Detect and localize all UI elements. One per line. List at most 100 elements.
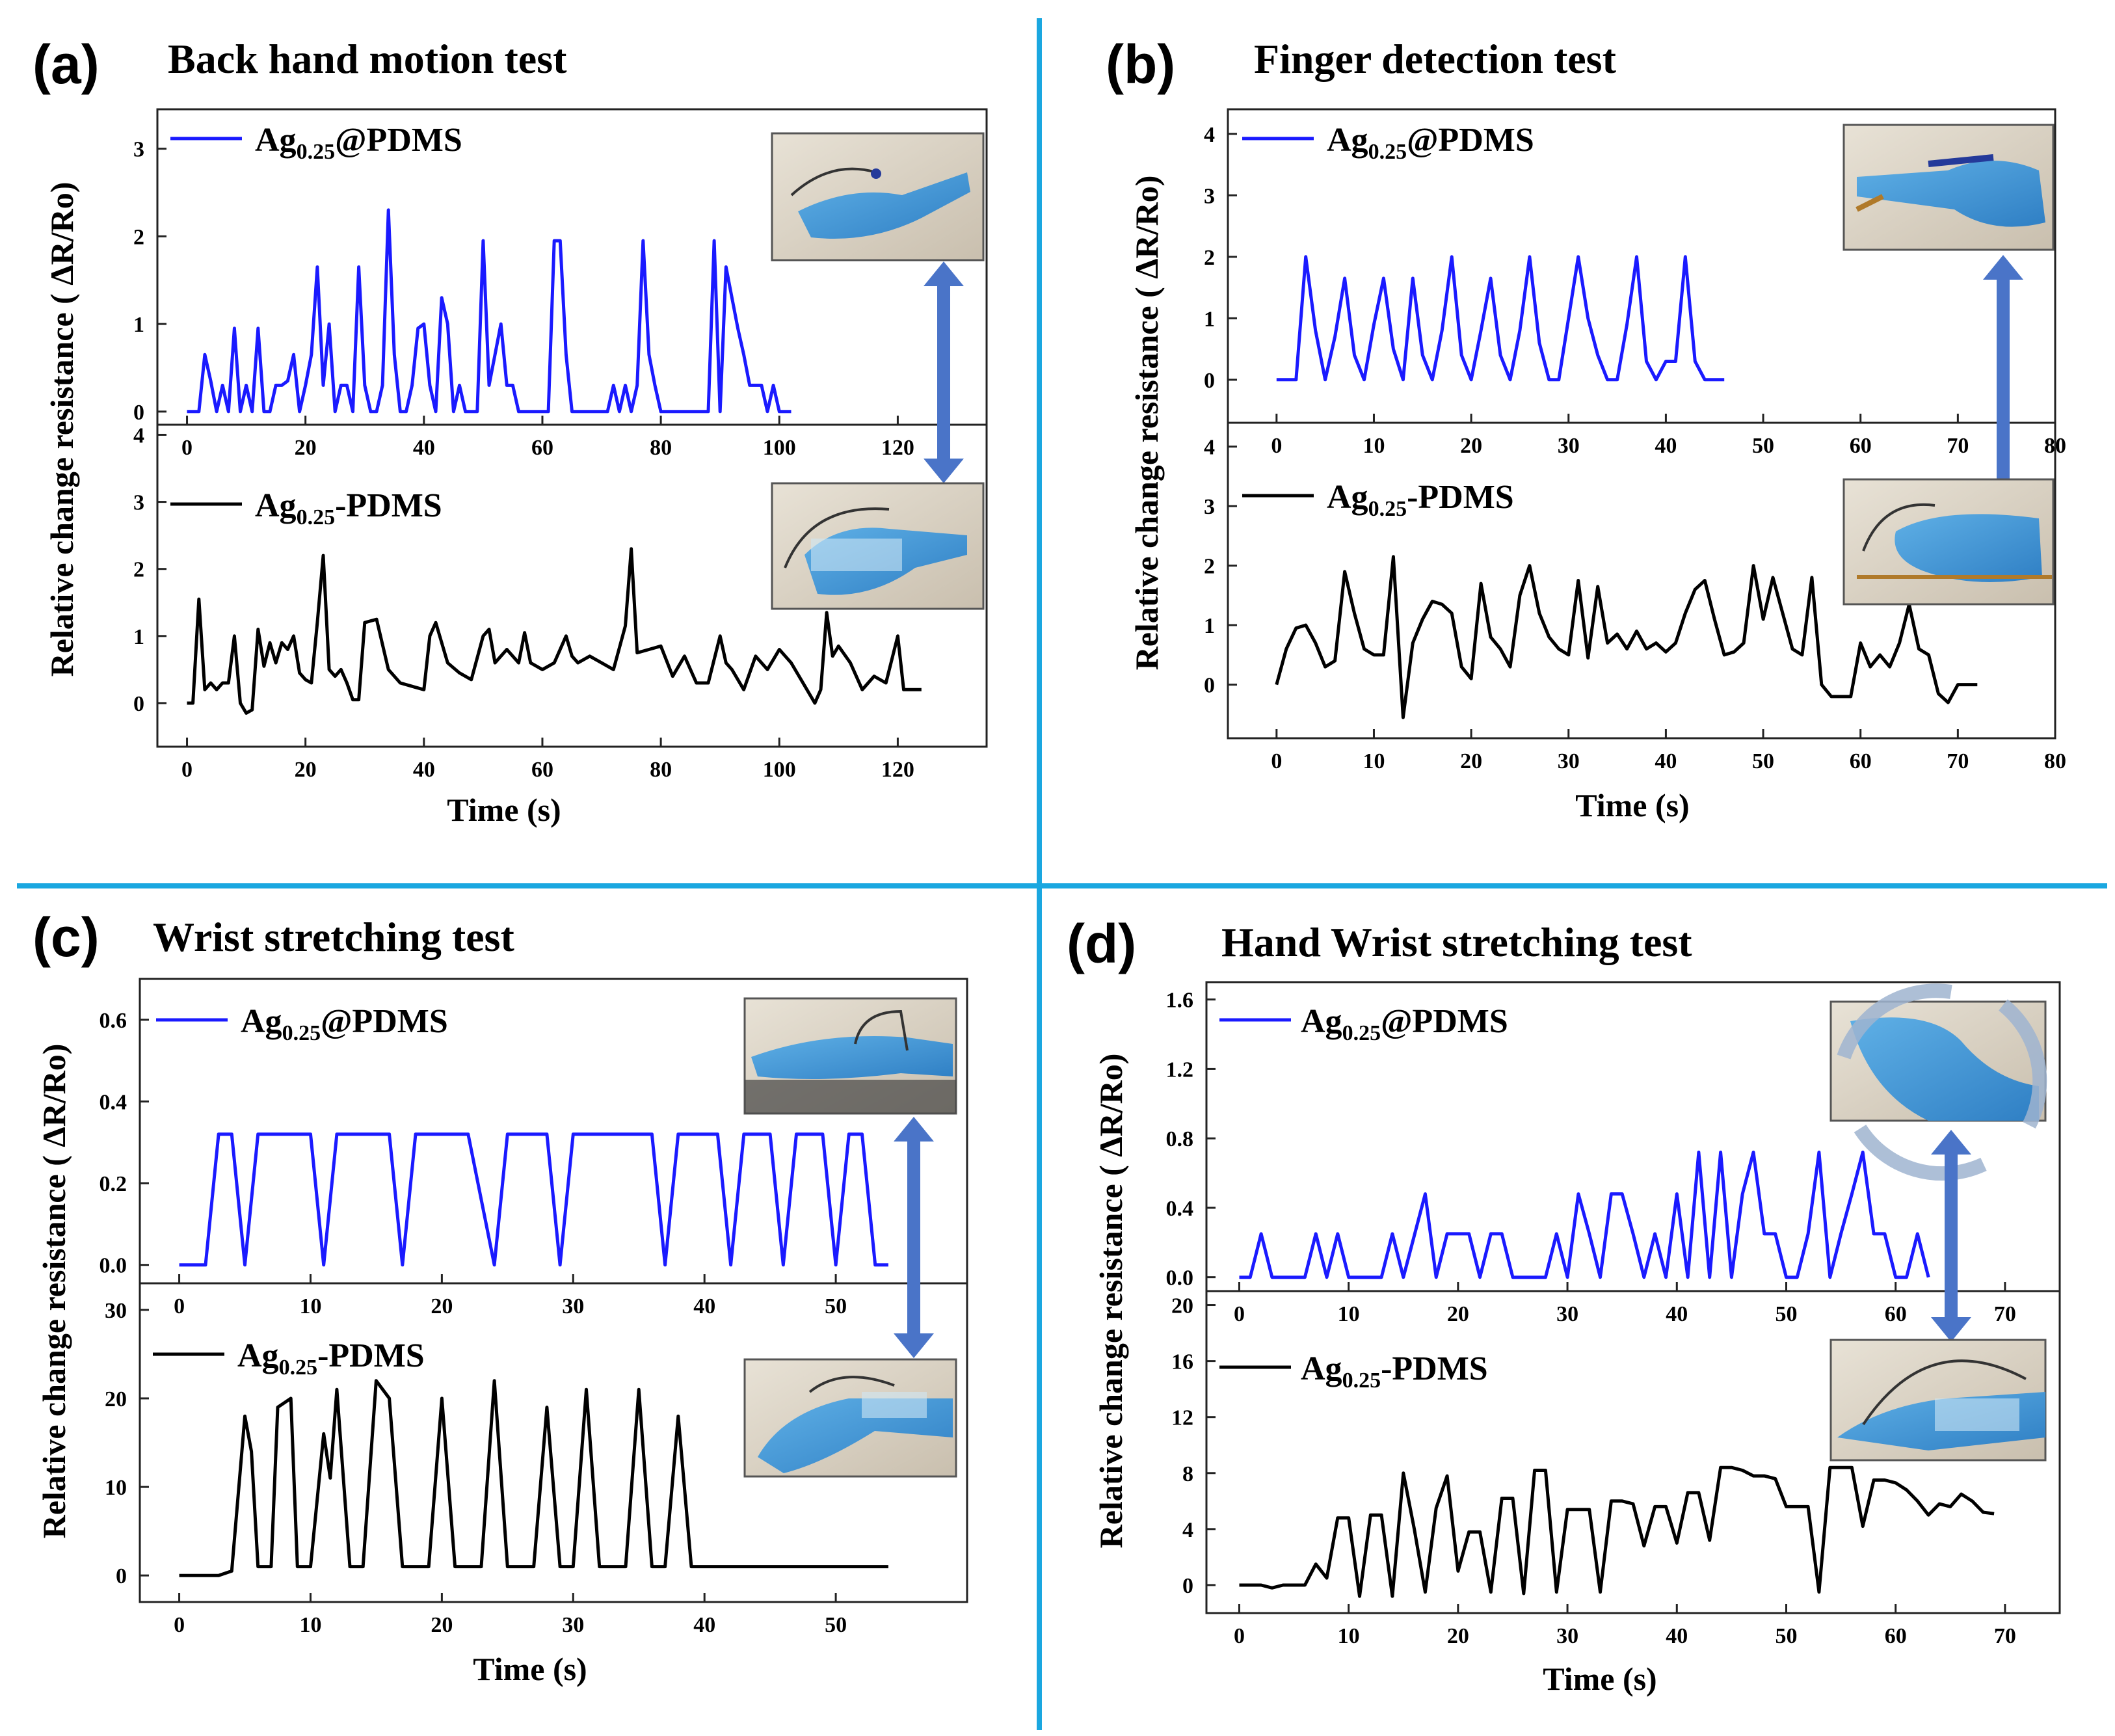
x-tick-label: 0 xyxy=(174,1294,185,1318)
y-tick-label: 0.2 xyxy=(100,1172,127,1196)
y-tick-label: 0.8 xyxy=(1166,1127,1194,1151)
x-tick-label: 30 xyxy=(1558,749,1580,773)
hand-sensor-photo xyxy=(743,997,957,1115)
y-tick-label: 0.0 xyxy=(100,1254,127,1278)
x-tick-label: 0 xyxy=(181,758,193,782)
axes-frame xyxy=(1205,1290,2061,1614)
x-tick-label: 20 xyxy=(1460,749,1482,773)
panel-d-bottom-plot: 0 4 8 12 16 20 0 10 20 30 40 50 60 70 Ag0.25-PDMS xyxy=(1171,1290,2061,1648)
y-tick-label: 0 xyxy=(133,401,144,425)
x-tick-label: 50 xyxy=(1775,1302,1797,1326)
double-arrow-icon xyxy=(1931,1130,1971,1342)
y-tick-label: 2 xyxy=(133,558,144,582)
x-tick-label: 80 xyxy=(2044,749,2066,773)
panel-d-title: Hand Wrist stretching test xyxy=(1221,919,1692,965)
legend-label: Ag0.25@PDMS xyxy=(255,122,462,164)
x-tick-label: 30 xyxy=(1556,1624,1578,1648)
x-tick-label: 60 xyxy=(531,758,553,782)
x-tick-label: 20 xyxy=(295,758,317,782)
y-tick-label: 4 xyxy=(1182,1518,1193,1542)
axes-frame xyxy=(139,1282,968,1603)
y-tick-label: 4 xyxy=(133,423,144,447)
x-tick-label: 0 xyxy=(1271,434,1282,458)
hand-sensor-photo xyxy=(771,482,985,610)
y-tick-label: 8 xyxy=(1182,1462,1193,1486)
y-tick-label: 0 xyxy=(1204,674,1215,698)
x-tick-label: 0 xyxy=(1234,1302,1245,1326)
hand-sensor-photo xyxy=(1829,1339,2047,1462)
legend-label: Ag0.25-PDMS xyxy=(255,487,442,529)
y-tick-label: 3 xyxy=(1204,495,1215,519)
panel-c-xlabel: Time (s) xyxy=(473,1651,587,1687)
series-line-ag-at-pdms xyxy=(1276,255,1725,382)
axes-frame xyxy=(156,423,988,748)
x-tick-label: 40 xyxy=(1655,749,1677,773)
y-tick-label: 0.4 xyxy=(1166,1197,1194,1221)
y-tick-label: 3 xyxy=(133,138,144,162)
panel-d-letter: (d) xyxy=(1067,913,1136,974)
series-line-ag-pdms xyxy=(187,547,922,715)
panel-b-letter: (b) xyxy=(1106,34,1175,95)
x-tick-label: 0 xyxy=(174,1613,185,1637)
panel-d-top-plot: 0.0 0.4 0.8 1.2 1.6 0 10 20 30 40 50 60 70 Ag0.25@PD… xyxy=(1166,981,2061,1326)
y-tick-label: 0.6 xyxy=(100,1009,127,1033)
y-tick-label: 1 xyxy=(133,313,144,337)
panel-a-ylabel: Relative change resistance ( ΔR/Ro) xyxy=(44,182,80,677)
panel-a-xlabel: Time (s) xyxy=(447,792,561,828)
rotation-arrows-icon xyxy=(1837,983,2047,1181)
panel-b-title: Finger detection test xyxy=(1254,36,1617,82)
y-tick-label: 1.6 xyxy=(1166,989,1194,1013)
legend: Ag0.25@PDMS xyxy=(156,1003,448,1045)
legend-label: Ag0.25@PDMS xyxy=(1327,122,1534,164)
series-line-ag-pdms xyxy=(1275,555,1978,719)
y-tick-label: 20 xyxy=(1171,1294,1193,1318)
x-tick-label: 60 xyxy=(1850,434,1872,458)
hand-sensor-photo xyxy=(1842,478,2055,606)
x-tick-label: 50 xyxy=(825,1613,847,1637)
x-tick-label: 70 xyxy=(1947,434,1969,458)
x-tick-label: 80 xyxy=(650,758,672,782)
y-tick-label: 3 xyxy=(133,491,144,515)
x-tick-label: 40 xyxy=(413,758,435,782)
y-tick-label: 0 xyxy=(1182,1574,1193,1598)
y-tick-label: 16 xyxy=(1171,1350,1193,1374)
y-tick-label: 0 xyxy=(1204,369,1215,393)
y-tick-label: 10 xyxy=(105,1476,127,1500)
x-tick-label: 20 xyxy=(1460,434,1482,458)
hand-sensor-photo xyxy=(743,1358,957,1478)
y-tick-label: 1 xyxy=(1204,307,1215,331)
panel-d-xlabel: Time (s) xyxy=(1543,1661,1656,1697)
panel-b-ylabel: Relative change resistance ( ΔR/Ro) xyxy=(1128,176,1165,671)
x-tick-label: 30 xyxy=(1556,1302,1578,1326)
double-arrow-icon xyxy=(894,1117,934,1358)
legend: Ag0.25-PDMS xyxy=(1219,1350,1488,1393)
panel-c-title: Wrist stretching test xyxy=(153,914,514,960)
x-tick-label: 100 xyxy=(763,758,796,782)
series-line-ag-pdms xyxy=(179,1379,888,1577)
hand-sensor-photo xyxy=(771,132,985,261)
panel-c-top-plot: 0.0 0.2 0.4 0.6 0 10 20 30 40 50 Ag0.25@PDMS xyxy=(100,978,968,1318)
x-tick-label: 0 xyxy=(181,436,193,460)
x-tick-label: 120 xyxy=(881,436,914,460)
panel-b-xlabel: Time (s) xyxy=(1575,787,1689,823)
x-tick-label: 10 xyxy=(299,1613,321,1637)
x-tick-label: 10 xyxy=(299,1294,321,1318)
legend-label: Ag0.25-PDMS xyxy=(237,1337,425,1380)
y-tick-label: 4 xyxy=(1204,436,1215,460)
x-tick-label: 50 xyxy=(1752,434,1774,458)
y-tick-label: 20 xyxy=(105,1387,127,1411)
x-tick-label: 20 xyxy=(431,1613,453,1637)
y-tick-label: 4 xyxy=(1204,123,1215,147)
x-tick-label: 60 xyxy=(531,436,553,460)
legend-label: Ag0.25@PDMS xyxy=(241,1003,448,1045)
y-tick-label: 1 xyxy=(133,625,144,649)
x-tick-label: 20 xyxy=(1447,1624,1469,1648)
x-tick-label: 0 xyxy=(1271,749,1282,773)
x-tick-label: 50 xyxy=(1752,749,1774,773)
y-tick-label: 0 xyxy=(133,692,144,716)
series-line-ag-at-pdms xyxy=(179,1132,888,1267)
x-tick-label: 60 xyxy=(1850,749,1872,773)
